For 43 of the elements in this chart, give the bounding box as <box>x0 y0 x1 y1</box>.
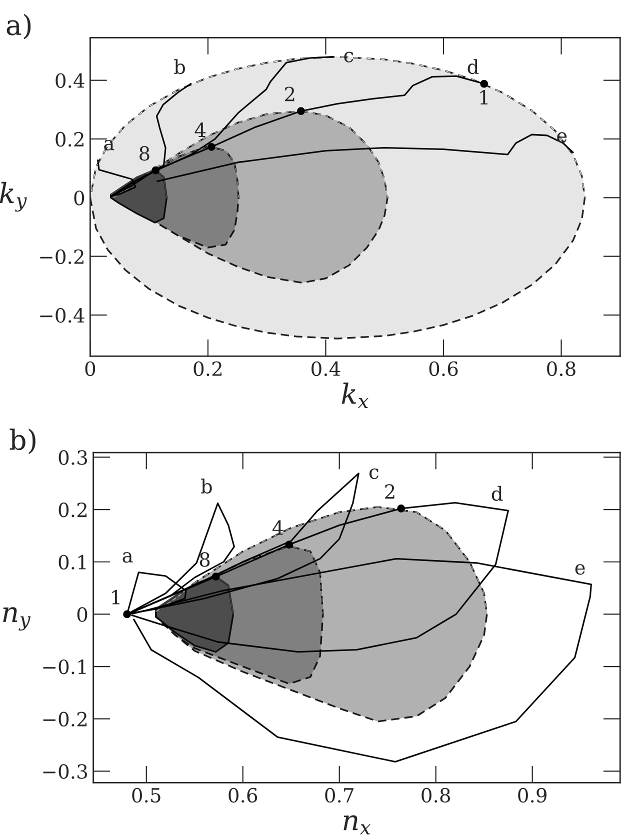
x-tick-label: 0.8 <box>547 361 576 376</box>
annotation: a <box>122 552 133 563</box>
annotation: b <box>174 59 186 74</box>
y-tick-label: 0 <box>77 607 88 622</box>
y-tick-label: 0.4 <box>56 73 84 88</box>
y-tick-label: 0.3 <box>58 450 87 465</box>
annotation: 8 <box>200 552 210 567</box>
y-tick-label: −0.2 <box>40 249 84 264</box>
x-axis-title: k$_{x}$ <box>342 382 368 408</box>
annotation: 4 <box>272 520 284 535</box>
x-tick-label: 0.7 <box>325 788 354 803</box>
x-tick-label: 0.2 <box>194 361 222 376</box>
chart-title: b) <box>10 428 36 454</box>
x-tick-label: 0.6 <box>429 361 458 376</box>
annotation: e <box>575 564 585 575</box>
x-tick-label: 0.8 <box>422 788 450 803</box>
annotation: 8 <box>140 146 150 161</box>
annotation: c <box>369 468 378 480</box>
x-tick-label: 0.5 <box>132 788 160 803</box>
y-tick-label: 0.1 <box>58 554 86 570</box>
annotation: 2 <box>385 484 394 499</box>
annotation: d <box>492 486 503 501</box>
y-tick-label: −0.3 <box>43 764 87 779</box>
x-tick-label: 0.9 <box>518 788 546 803</box>
annotation: a <box>104 140 114 150</box>
x-axis-title: n$_{x}$ <box>344 815 371 834</box>
annotation: 2 <box>285 86 294 102</box>
x-tick-label: 0.6 <box>228 788 258 803</box>
y-tick-label: 0.2 <box>56 132 84 147</box>
y-tick-label: 0 <box>74 190 84 206</box>
annotation: b <box>200 478 212 494</box>
chart-title: a) <box>6 14 31 40</box>
annotation: d <box>468 59 479 74</box>
annotation: 4 <box>194 122 206 137</box>
y-tick-label: −0.4 <box>40 308 84 323</box>
annotation: 1 <box>480 90 488 104</box>
y-tick-label: −0.1 <box>43 659 86 674</box>
y-tick-label: 0.2 <box>58 502 87 518</box>
annotation: 1 <box>112 590 120 604</box>
y-tick-label: −0.2 <box>43 712 87 727</box>
y-axis-title: k$_{y}$ <box>0 182 27 212</box>
y-axis-title: n$_{y}$ <box>3 607 31 631</box>
x-tick-label: 0.4 <box>312 361 340 376</box>
